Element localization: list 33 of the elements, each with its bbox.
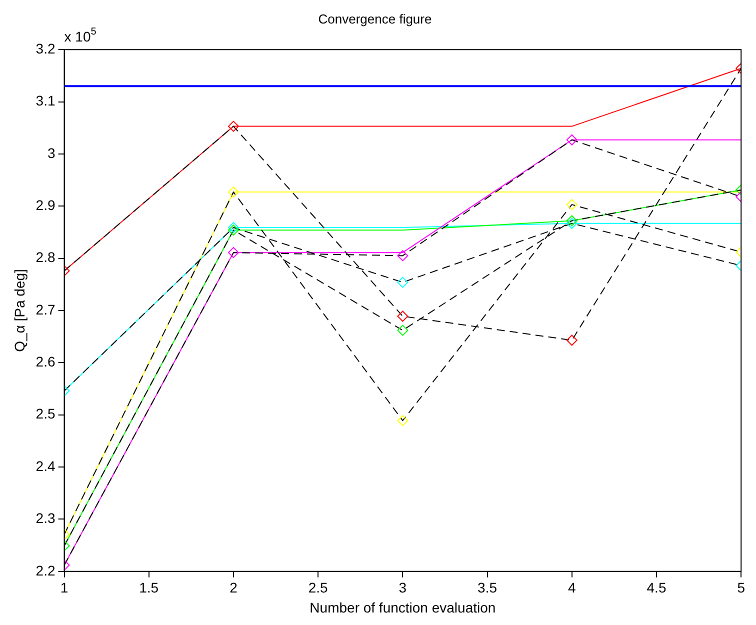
point — [566, 334, 578, 346]
point — [566, 218, 578, 229]
point — [397, 324, 408, 336]
y-tick-label: 2.6 — [36, 354, 56, 370]
y-tick-label: 2.3 — [36, 510, 56, 526]
x-tick-label: 2.5 — [308, 580, 328, 596]
point — [566, 134, 578, 146]
y-tick-label: 2.8 — [36, 249, 56, 266]
y-tick-label: 2.2 — [36, 562, 56, 578]
y-axis-title: Q_α [Pa deg] — [11, 269, 28, 352]
y-tick-label: 2.7 — [36, 301, 56, 318]
x-tick-label: 2 — [230, 580, 238, 596]
y-tick-label: 3.2 — [36, 40, 56, 56]
point — [397, 415, 408, 426]
point — [397, 276, 408, 288]
x-tick-label: 3 — [398, 580, 407, 596]
x-tick-label: 4 — [568, 580, 576, 596]
x-tick-label: 5 — [737, 580, 746, 596]
y-tick-label: 2.4 — [36, 458, 56, 474]
y-tick-label: 3 — [47, 144, 56, 161]
x-axis-title: Number of function evaluation — [310, 599, 496, 616]
x-tick-label: 4.5 — [646, 580, 666, 596]
x-tick-label: 1.5 — [139, 580, 159, 596]
y-tick-label: 3.1 — [36, 92, 56, 109]
x-tick-label: 3.5 — [478, 580, 498, 596]
y-tick-label: 2.9 — [36, 197, 56, 213]
y-tick-label: 2.5 — [36, 406, 56, 422]
x-tick-label: 1 — [60, 580, 68, 596]
chart-title: Convergence figure — [318, 11, 432, 26]
point — [397, 250, 408, 262]
point — [397, 310, 408, 322]
point — [566, 199, 578, 210]
point — [566, 215, 578, 226]
